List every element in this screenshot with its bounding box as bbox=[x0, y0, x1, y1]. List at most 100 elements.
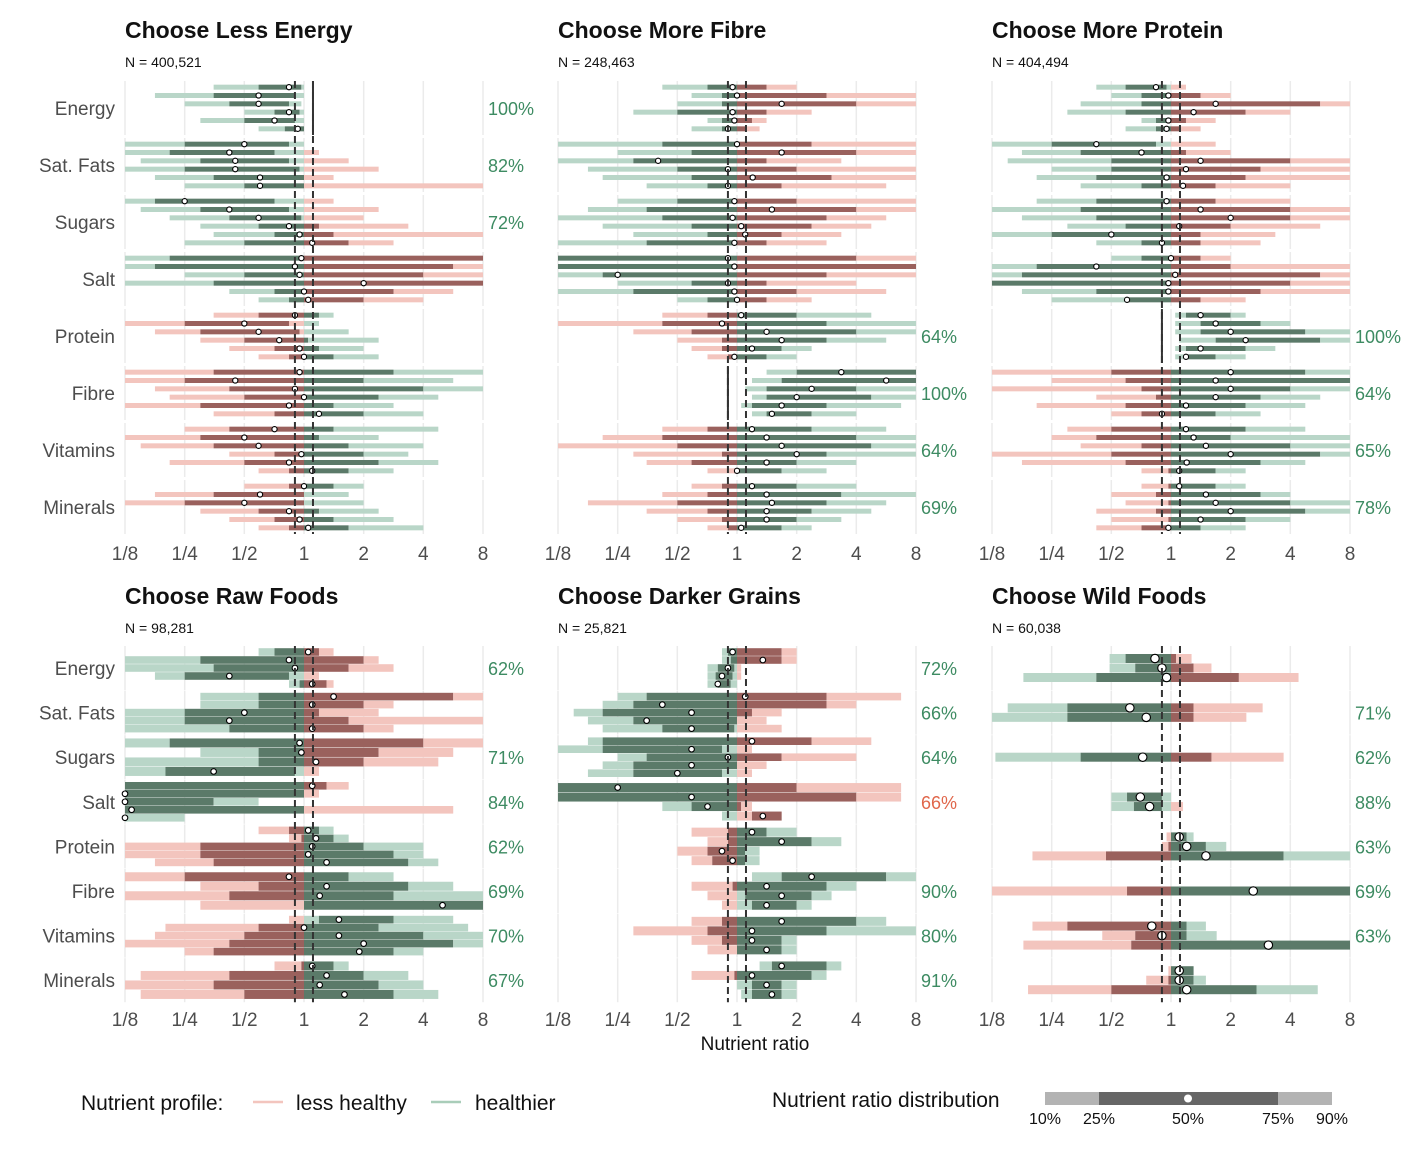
healthier-light-segment bbox=[333, 403, 394, 408]
less-healthy-dark-segment bbox=[1111, 369, 1171, 375]
less-healthy-dark-segment bbox=[258, 312, 304, 318]
less-healthy-light-segment bbox=[288, 915, 304, 924]
legend-q25: 25% bbox=[1083, 1111, 1115, 1128]
less-healthy-light-segment bbox=[1067, 426, 1112, 432]
healthier-dark-segment bbox=[274, 232, 304, 237]
less-healthy-light-segment bbox=[1260, 166, 1350, 172]
median-dot bbox=[688, 745, 695, 753]
healthier-dark-segment bbox=[1171, 435, 1231, 440]
healthier-dark-segment bbox=[169, 255, 304, 261]
median-dot bbox=[1152, 84, 1160, 91]
healthier-light-segment bbox=[393, 947, 424, 956]
healthier-dark-segment bbox=[737, 926, 827, 936]
median-dot bbox=[1163, 174, 1170, 181]
median-dot bbox=[731, 239, 738, 246]
less-healthy-light-segment bbox=[646, 460, 692, 465]
healthier-light-segment bbox=[730, 680, 737, 688]
healthier-dark-segment bbox=[304, 468, 349, 474]
less-healthy-dark-segment bbox=[721, 483, 737, 489]
less-healthy-light-segment bbox=[184, 426, 230, 432]
less-healthy-light-segment bbox=[318, 648, 334, 656]
less-healthy-dark-segment bbox=[737, 93, 827, 98]
median-dot bbox=[733, 141, 741, 148]
healthier-light-segment bbox=[1036, 198, 1097, 204]
panel-title: Choose More Fibre bbox=[558, 17, 766, 43]
less-healthy-light-segment bbox=[1260, 289, 1350, 294]
healthier-light-segment bbox=[796, 900, 812, 910]
median-dot bbox=[1123, 296, 1131, 303]
healthier-light-segment bbox=[184, 183, 245, 189]
percent-label: 91% bbox=[921, 971, 957, 991]
healthier-light-segment bbox=[1051, 166, 1112, 172]
row-fibre: 100% bbox=[741, 369, 967, 417]
median-dot bbox=[1190, 109, 1197, 116]
healthier-light-segment bbox=[1260, 460, 1306, 465]
less-healthy-light-segment bbox=[326, 782, 349, 790]
less-healthy-light-segment bbox=[633, 926, 708, 936]
less-healthy-light-segment bbox=[1171, 802, 1184, 812]
healthier-light-segment bbox=[1175, 321, 1201, 326]
less-healthy-light-segment bbox=[1111, 517, 1169, 522]
less-healthy-light-segment bbox=[125, 842, 201, 851]
healthier-dark-segment bbox=[1067, 703, 1171, 713]
less-healthy-dark-segment bbox=[737, 792, 857, 802]
median-dot bbox=[1167, 255, 1175, 262]
percent-label: 70% bbox=[488, 927, 524, 947]
median-dot bbox=[1135, 792, 1146, 802]
x-tick-label: 1/2 bbox=[1098, 1010, 1124, 1031]
healthier-dark-segment bbox=[737, 312, 797, 318]
median-dot bbox=[778, 149, 785, 156]
healthier-light-segment bbox=[169, 215, 230, 221]
panel-sample-size: N = 25,821 bbox=[558, 620, 627, 636]
x-tick-label: 8 bbox=[1345, 544, 1356, 565]
healthier-light-segment bbox=[308, 337, 379, 343]
less-healthy-dark-segment bbox=[244, 337, 304, 343]
healthier-light-segment bbox=[992, 141, 1052, 147]
less-healthy-light-segment bbox=[140, 970, 230, 980]
row-protein bbox=[125, 312, 379, 360]
median-dot bbox=[1163, 198, 1170, 205]
median-dot bbox=[1172, 271, 1179, 278]
less-healthy-light-segment bbox=[1146, 975, 1169, 985]
median-dot bbox=[241, 499, 248, 506]
healthier-light-segment bbox=[200, 223, 259, 229]
row-salt: 88% bbox=[1111, 792, 1391, 813]
less-healthy-light-segment bbox=[781, 232, 842, 237]
less-healthy-dark-segment bbox=[737, 126, 746, 132]
percent-label: 84% bbox=[488, 793, 524, 813]
less-healthy-dark-segment bbox=[707, 508, 737, 514]
less-healthy-light-segment bbox=[826, 93, 916, 98]
healthier-dark-segment bbox=[646, 240, 737, 246]
less-healthy-dark-segment bbox=[1171, 109, 1246, 115]
less-healthy-dark-segment bbox=[200, 850, 304, 859]
median-dot bbox=[360, 280, 367, 287]
healthier-dark-segment bbox=[1171, 985, 1257, 995]
healthier-light-segment bbox=[1215, 411, 1261, 417]
median-dot bbox=[718, 672, 726, 680]
less-healthy-light-segment bbox=[1179, 126, 1201, 132]
healthier-light-segment bbox=[558, 158, 634, 164]
less-healthy-dark-segment bbox=[1171, 118, 1186, 123]
healthier-dark-segment bbox=[633, 761, 737, 769]
healthier-light-segment bbox=[766, 369, 797, 375]
healthier-light-segment bbox=[734, 724, 737, 733]
healthier-light-segment bbox=[745, 386, 767, 392]
less-healthy-light-segment bbox=[646, 508, 708, 514]
healthier-dark-segment bbox=[1171, 483, 1216, 489]
x-tick-label: 1/4 bbox=[171, 544, 198, 565]
less-healthy-dark-segment bbox=[737, 648, 782, 656]
median-dot bbox=[330, 693, 337, 700]
less-healthy-light-segment bbox=[125, 403, 201, 408]
median-dot bbox=[1093, 263, 1100, 270]
median-dot bbox=[255, 442, 262, 449]
healthier-dark-segment bbox=[691, 175, 737, 180]
median-dot bbox=[1242, 337, 1249, 344]
median-dot bbox=[298, 749, 305, 756]
less-healthy-dark-segment bbox=[734, 970, 737, 980]
healthier-dark-segment bbox=[1171, 426, 1246, 432]
less-healthy-dark-segment bbox=[1171, 280, 1291, 286]
less-healthy-dark-segment bbox=[691, 329, 737, 335]
healthier-light-segment bbox=[258, 648, 275, 656]
healthier-light-segment bbox=[125, 150, 170, 155]
healthier-light-segment bbox=[826, 961, 842, 971]
